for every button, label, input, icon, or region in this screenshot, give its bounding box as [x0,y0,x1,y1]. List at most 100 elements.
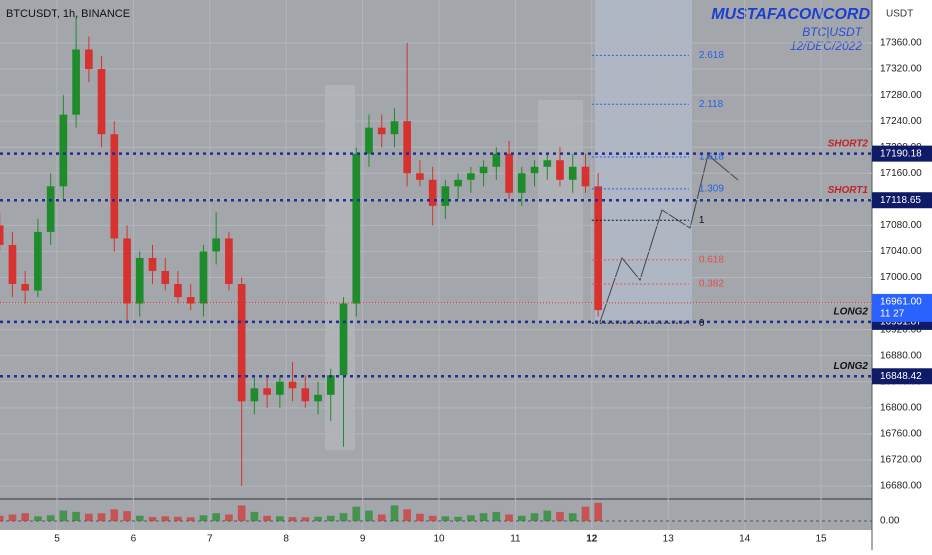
candle-body [288,381,297,389]
volume-bar [517,515,526,521]
volume-bar [428,515,437,521]
level-name: LONG2 [834,361,869,372]
candle-body [530,166,539,174]
volume-bar [59,510,68,521]
y-tick-label: 17040.00 [880,246,922,257]
y-tick-label: 16760.00 [880,429,922,440]
volume-bar [0,515,4,521]
volume-bar [339,513,348,521]
volume-bar [556,511,564,521]
fib-label: 0 [699,318,705,329]
volume-bar [479,513,488,521]
volume-bar [326,515,335,521]
volume-bar [72,511,80,521]
x-tick-label: 13 [663,534,675,545]
volume-bar [530,513,539,521]
y-tick-label: 17000.00 [880,272,922,283]
level-value: 16848.42 [880,371,922,382]
y-tick-label: 17160.00 [880,168,922,179]
x-tick-label: 11 [510,534,521,545]
volume-bar [97,513,106,521]
candle-body [97,69,106,135]
candle-body [237,284,246,402]
fib-label: 1.618 [699,152,724,163]
volume-tick-label: 0.00 [880,516,900,527]
y-tick-label: 17280.00 [880,90,922,101]
level-tag [872,192,932,209]
candle-body [186,297,195,304]
candle-body [428,179,437,206]
y-tick-label: 16880.00 [880,350,922,361]
volume-bar [148,517,157,521]
volume-bar [454,516,462,521]
volume-bar [441,516,450,521]
candle-body [123,238,131,304]
volume-bar [352,506,361,521]
volume-bar [505,514,513,521]
x-tick-label: 9 [360,534,366,545]
candle-body [581,166,590,187]
x-tick-label: 7 [207,534,213,545]
last-price-tag [872,293,932,322]
candle-body [594,186,602,311]
countdown: 11 27 [880,309,905,320]
projection-path [599,154,739,323]
candle-body [568,166,577,180]
x-tick-label: 8 [283,534,289,545]
y-tick-label: 17320.00 [880,64,922,75]
candle-body [46,186,55,232]
volume-bar [314,516,322,521]
candle-body [263,388,271,395]
y-tick-label: 16680.00 [880,481,922,492]
x-tick-label: 15 [815,534,827,545]
candle-body [339,303,348,376]
candle-body [0,225,4,245]
currency: USDT [886,9,913,20]
candle-body [85,49,93,70]
candle-body [403,121,411,174]
candle-body [377,127,386,135]
y-tick-label: 16720.00 [880,455,922,466]
volume-bar [161,516,170,521]
candle-body [517,173,526,193]
volume-bar [85,513,93,521]
candle-body [326,375,335,395]
volume-bar [301,517,310,521]
volume-bar [250,511,259,521]
x-tick-label: 6 [131,534,137,545]
level-name: SHORT1 [828,185,869,196]
candle-body [72,49,80,115]
volume-bar [199,515,208,521]
volume-bar [416,513,424,521]
candle-body [34,231,42,291]
fib-zone [595,0,692,320]
level-value: 16931.87 [880,317,922,328]
subtitle: BTC|USDT [802,25,863,39]
volume-bar [377,514,386,521]
candle-body [454,179,462,187]
volume-bar [8,514,17,521]
fib-label: 0.382 [699,279,724,290]
volume-bar [263,515,271,521]
volume-bar [365,510,373,521]
volume-bar [594,502,602,521]
volume-bar [174,516,182,521]
volume-bar [21,513,29,521]
volume-bar [492,511,501,521]
level-tag [872,145,932,162]
candle-body [505,153,513,193]
volume-bar [288,517,297,521]
level-tag [872,368,932,385]
y-tick-label: 17240.00 [880,116,922,127]
candle-body [148,257,157,272]
volume-bar [186,517,195,521]
time-axis-background [0,530,872,550]
candle-body [212,238,220,252]
volume-bar [110,509,119,521]
candle-body [556,160,564,180]
level-name: SHORT2 [828,138,869,149]
candle-body [276,381,284,395]
x-tick-label: 14 [739,534,751,545]
fib-label: 2.618 [699,50,724,61]
